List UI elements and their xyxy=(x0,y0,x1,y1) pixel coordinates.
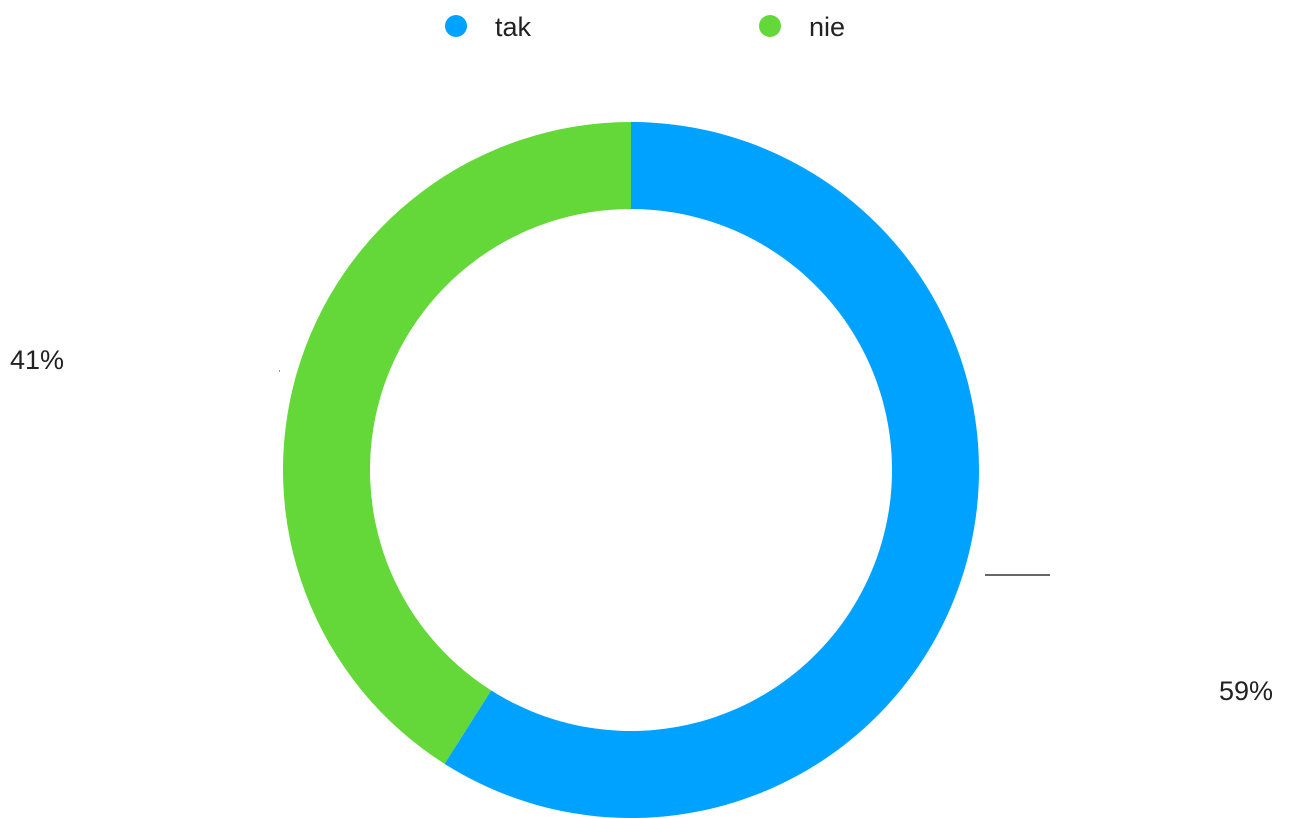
data-label-tak: 59% xyxy=(1219,676,1273,706)
legend-swatch-nie xyxy=(759,15,781,37)
legend-label-nie: nie xyxy=(809,12,845,42)
legend-swatch-tak xyxy=(445,15,467,37)
data-label-nie: 41% xyxy=(10,345,64,375)
legend: tak nie xyxy=(445,12,845,42)
slice-nie[interactable] xyxy=(283,122,631,764)
data-labels: 59% 41% xyxy=(10,345,1273,706)
leader-lines xyxy=(279,370,1050,576)
legend-label-tak: tak xyxy=(495,12,532,42)
donut-slices xyxy=(283,122,979,818)
slice-tak[interactable] xyxy=(444,122,979,818)
